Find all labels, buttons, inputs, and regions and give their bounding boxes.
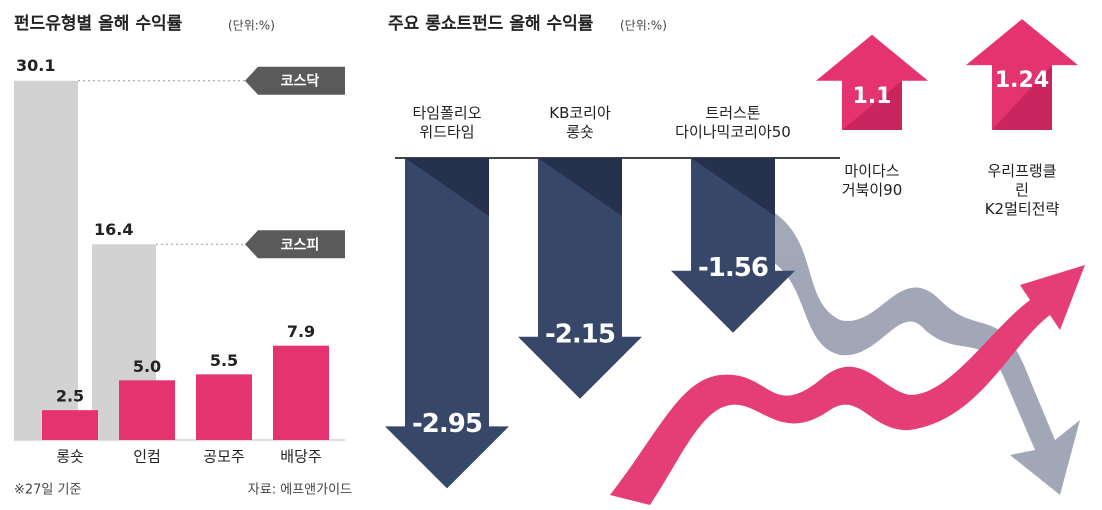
value-label: 7.9 (287, 322, 315, 341)
value-label: 2.5 (56, 387, 84, 406)
bar (196, 374, 252, 440)
x-tick-label: 배당주 (280, 448, 321, 466)
arrow (385, 158, 509, 489)
arrow-shade (538, 158, 622, 216)
arrow-shade (842, 80, 902, 130)
arrow-shade (405, 158, 489, 216)
x-tick-label: 우리프랭클린 K2멀티전략 (984, 162, 1060, 218)
value-label: 1.24 (995, 68, 1049, 93)
reference-name: 코스닥 (281, 73, 320, 90)
reference-tag (245, 66, 345, 95)
x-tick-label: KB코리아 롱숏 (549, 104, 611, 141)
reference-tag (245, 230, 345, 259)
value-label: 16.4 (94, 220, 133, 239)
note: ※27일 기준 (14, 483, 81, 498)
x-tick-label: 공모주 (203, 448, 244, 466)
value-label: -2.15 (545, 319, 615, 349)
bar (42, 410, 98, 440)
chart-title: 펀드유형별 올해 수익률 (14, 13, 183, 34)
x-tick-label: 마이다스 거북이90 (841, 162, 903, 199)
note: 자료: 에프앤가이드 (248, 483, 352, 498)
reference-name: 코스피 (281, 237, 320, 253)
arrow (518, 158, 642, 399)
x-tick-label: 트러스톤 다이나믹코리아50 (675, 104, 791, 141)
unit: (단위:%) (228, 19, 275, 33)
arrow-shade (691, 158, 775, 216)
decoration (610, 210, 1085, 505)
x-tick-label: 타임폴리오 위드타임 (412, 104, 482, 141)
value-label: 5.5 (210, 351, 238, 370)
x-tick-label: 인컴 (133, 448, 161, 466)
bar (119, 380, 175, 440)
chart-title: 주요 롱쇼트펀드 올해 수익률 (388, 14, 594, 34)
unit: (단위:%) (620, 19, 667, 33)
value-label: -2.95 (412, 409, 482, 439)
value-label: 30.1 (16, 56, 55, 75)
value-label: 1.1 (853, 84, 892, 109)
bar (273, 345, 329, 440)
value-label: 5.0 (133, 357, 161, 376)
arrow-shade (992, 65, 1052, 130)
reference-bar (14, 80, 78, 440)
value-label: -1.56 (698, 253, 768, 283)
x-tick-label: 롱숏 (56, 448, 84, 466)
